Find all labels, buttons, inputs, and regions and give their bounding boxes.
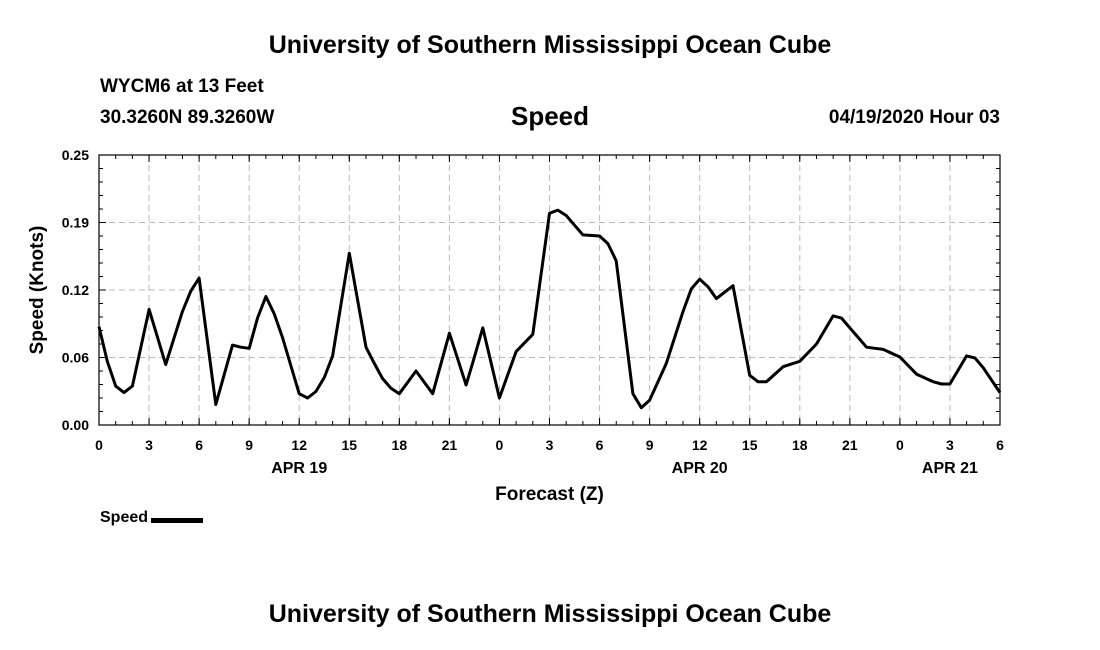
y-tick-label: 0.25 — [62, 147, 89, 163]
x-tick-label: 9 — [245, 437, 253, 453]
x-tick-label: 21 — [442, 437, 458, 453]
speed-series-line — [97, 208, 1002, 410]
station-label: WYCM6 at 13 Feet — [100, 76, 264, 97]
x-tick-label: 12 — [692, 437, 708, 453]
legend-label: Speed — [100, 509, 149, 526]
y-axis-title: Speed (Knots) — [27, 226, 48, 355]
x-tick-label: 3 — [145, 437, 153, 453]
x-tick-label: 0 — [95, 437, 103, 453]
x-tick-label: 18 — [392, 437, 408, 453]
x-tick-label: 0 — [896, 437, 904, 453]
datetime-label: 04/19/2020 Hour 03 — [828, 107, 1000, 128]
x-tick-label: 15 — [341, 437, 357, 453]
x-tick-label: 3 — [946, 437, 954, 453]
grid — [99, 155, 1000, 425]
x-date-label: APR 21 — [922, 460, 978, 477]
x-tick-label: 18 — [792, 437, 808, 453]
ticks — [98, 154, 1001, 426]
x-date-label: APR 20 — [672, 460, 728, 477]
x-date-label: APR 19 — [271, 460, 327, 477]
legend: Speed — [100, 509, 204, 527]
x-tick-label: 6 — [996, 437, 1004, 453]
x-tick-label: 9 — [646, 437, 654, 453]
x-tick-label: 6 — [195, 437, 203, 453]
x-tick-label: 12 — [291, 437, 307, 453]
x-tick-label: 6 — [596, 437, 604, 453]
y-tick-label: 0.00 — [62, 417, 89, 433]
y-tick-label: 0.19 — [62, 215, 89, 231]
speed-chart: 0.00 0.06 0.12 0.19 0.25 0 3 6 9 12 15 18 21 0 3 6 9 12 15… — [27, 147, 1004, 505]
y-tick-label: 0.12 — [62, 282, 89, 298]
tick-labels: 0.00 0.06 0.12 0.19 0.25 0 3 6 9 12 15 18 21 0 3 6 9 12 15… — [62, 147, 1004, 477]
x-tick-label: 15 — [742, 437, 758, 453]
x-tick-label: 21 — [842, 437, 858, 453]
footer-title: University of Southern Mississippi Ocean… — [268, 600, 832, 628]
x-tick-label: 0 — [496, 437, 504, 453]
legend-line-swatch — [151, 517, 204, 523]
chart-main-title: University of Southern Mississippi Ocean… — [268, 31, 832, 59]
x-tick-label: 3 — [546, 437, 554, 453]
y-tick-label: 0.06 — [62, 350, 89, 366]
variable-title: Speed — [510, 101, 590, 131]
coordinates-label: 30.3260N 89.3260W — [100, 107, 275, 128]
x-axis-title: Forecast (Z) — [495, 484, 604, 505]
